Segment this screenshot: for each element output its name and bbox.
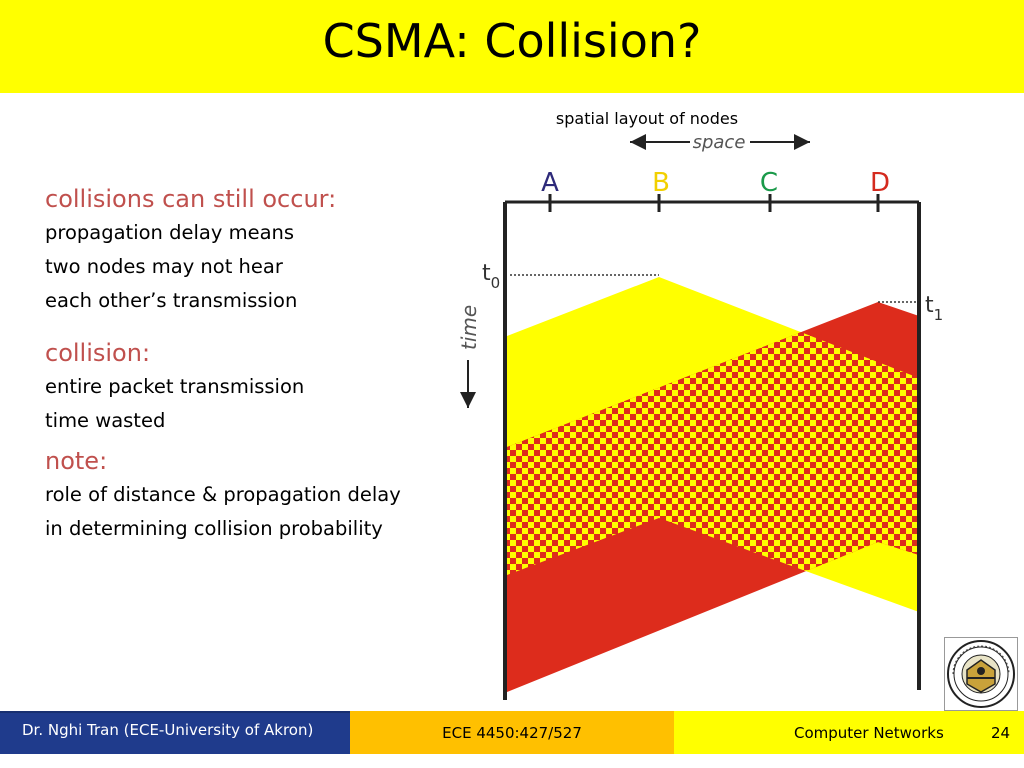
content-block: collisions can still occur: propagation … xyxy=(45,182,485,546)
t0-label: t0 xyxy=(482,261,500,292)
heading-note: note: xyxy=(45,447,108,475)
footer-author-bar: Dr. Nghi Tran (ECE-University of Akron) xyxy=(0,711,350,754)
footer-course-bar: Computer Networks 24 xyxy=(674,711,1024,754)
para-collision: entire packet transmission time wasted xyxy=(45,375,305,432)
slide-title: CSMA: Collision? xyxy=(322,14,702,68)
t1-label: t1 xyxy=(925,293,943,324)
para-note: role of distance & propagation delay in … xyxy=(45,483,401,540)
heading-collisions: collisions can still occur: xyxy=(45,185,337,213)
para-collisions: propagation delay means two nodes may no… xyxy=(45,221,298,312)
title-bar: CSMA: Collision? xyxy=(0,0,1024,93)
footer-course-code: ECE 4450:427/527 xyxy=(442,724,582,742)
node-label-b: B xyxy=(652,168,670,198)
node-label-a: A xyxy=(541,168,559,198)
time-label: time xyxy=(457,305,481,350)
node-label-d: D xyxy=(870,168,890,198)
footer-course-name: Computer Networks xyxy=(794,724,944,742)
university-seal xyxy=(944,637,1018,711)
footer-course-code-bar: ECE 4450:427/527 xyxy=(350,711,674,754)
heading-collision: collision: xyxy=(45,339,151,367)
footer-author: Dr. Nghi Tran (ECE-University of Akron) xyxy=(22,721,314,739)
diagram-caption: spatial layout of nodes xyxy=(556,109,738,128)
collision-diagram: spatial layout of nodes space A B C D t0… xyxy=(457,109,943,700)
seal-icon xyxy=(947,640,1015,708)
node-label-c: C xyxy=(760,168,778,198)
footer-page-number: 24 xyxy=(991,724,1011,742)
space-label: space xyxy=(693,132,746,153)
